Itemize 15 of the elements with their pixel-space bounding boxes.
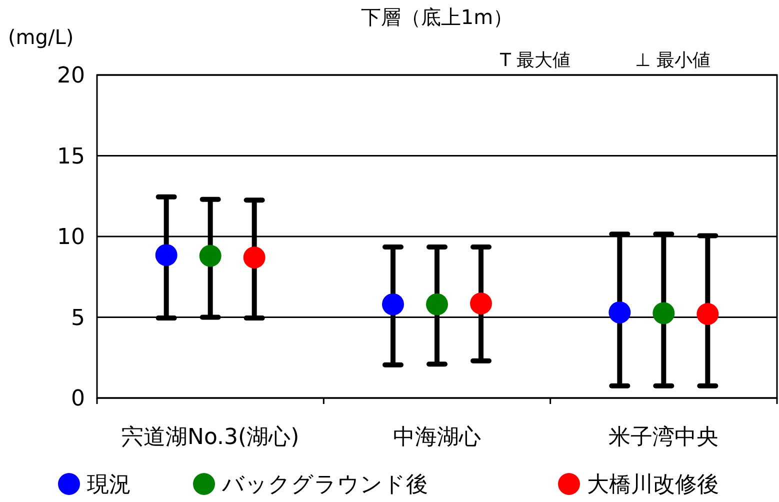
y-tick-label: 20 [57,64,85,89]
chart-title: 下層（底上1m） [360,5,514,29]
y-tick-label: 10 [57,225,85,250]
y-tick-label: 0 [71,386,85,412]
x-tick-label: 米子湾中央 [608,425,719,450]
text: ⊥ 最小値 [635,50,710,71]
text: T 最大値 [499,50,571,71]
x-tick-label: 中海湖心 [393,425,481,450]
legend-label: バックグラウンド後 [221,472,428,498]
y-tick-label: 5 [71,306,85,331]
y-tick-label: 15 [57,144,85,170]
legend-label: 大橋川改修後 [587,472,719,498]
x-tick-label: 宍道湖No.3(湖心) [121,425,300,450]
legend-label: 現況 [87,472,131,498]
y-axis-title: (mg/L) [8,25,74,49]
